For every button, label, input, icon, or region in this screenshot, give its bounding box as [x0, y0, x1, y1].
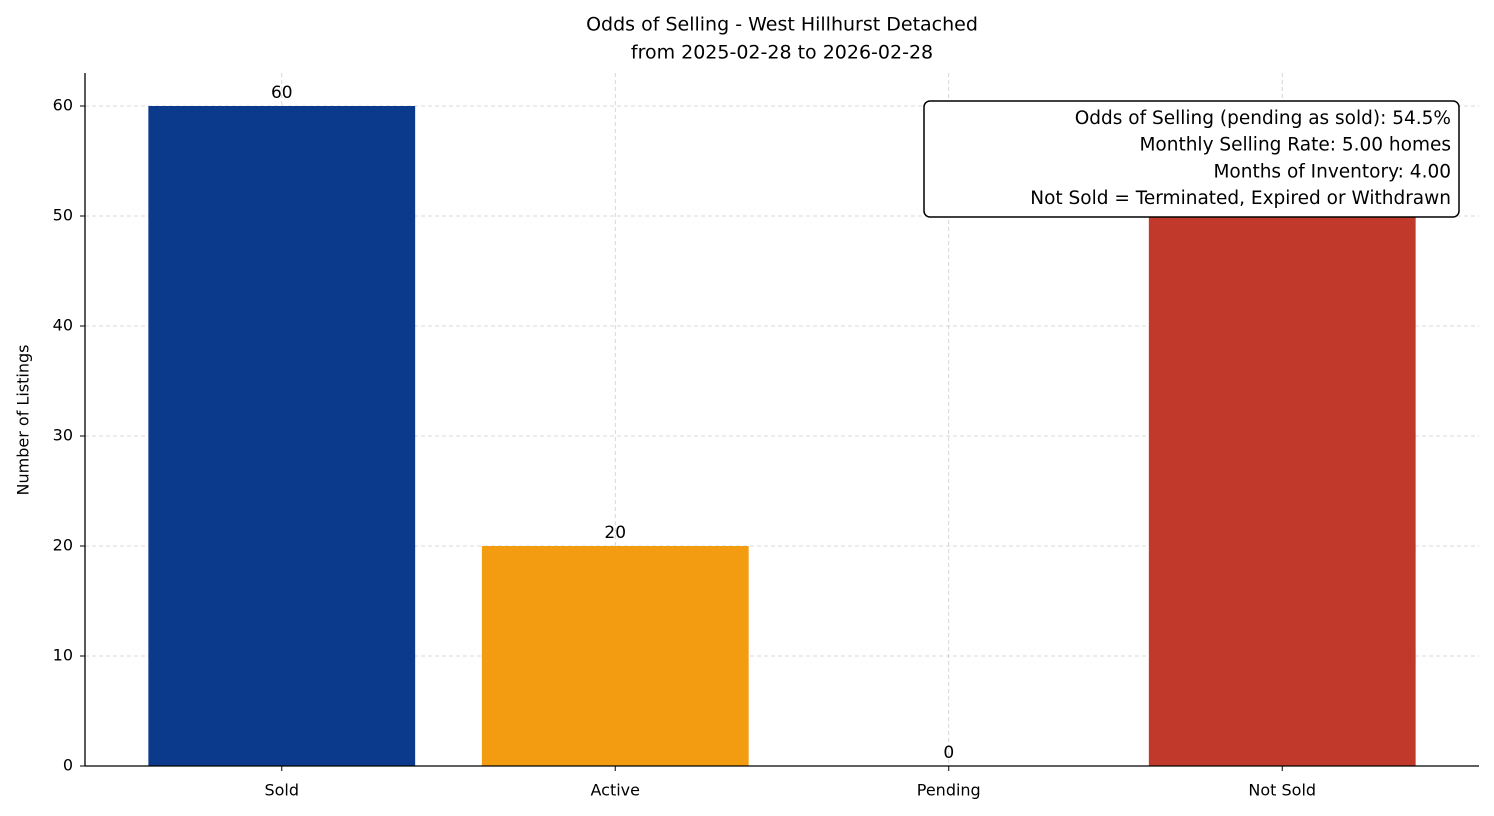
value-label: 0 [943, 743, 954, 763]
x-tick-label: Pending [917, 781, 981, 800]
y-tick-label: 0 [63, 756, 73, 775]
bar [481, 546, 749, 766]
x-tick-label: Active [591, 781, 641, 800]
bar [148, 106, 416, 766]
y-tick-label: 20 [53, 536, 73, 555]
y-tick-label: 30 [53, 426, 73, 445]
value-label: 60 [271, 83, 293, 103]
annotation-line: Not Sold = Terminated, Expired or Withdr… [1030, 188, 1451, 209]
bar [1148, 216, 1416, 766]
bars [148, 106, 1416, 766]
annotation-line: Months of Inventory: 4.00 [1213, 161, 1451, 182]
annotation-line: Monthly Selling Rate: 5.00 homes [1139, 135, 1451, 156]
x-tick-label: Sold [264, 781, 299, 800]
value-label: 20 [604, 523, 626, 543]
y-axis-label: Number of Listings [14, 345, 33, 496]
y-tick-label: 50 [53, 206, 73, 225]
chart-subtitle: from 2025-02-28 to 2026-02-28 [631, 42, 933, 64]
x-tick-label: Not Sold [1248, 781, 1316, 800]
annotation-box [923, 100, 1460, 218]
y-tick-label: 40 [53, 316, 73, 335]
chart-title: Odds of Selling - West Hillhurst Detache… [586, 14, 978, 36]
y-tick-label: 60 [53, 96, 73, 115]
annotation-line: Odds of Selling (pending as sold): 54.5% [1075, 108, 1451, 129]
y-tick-label: 10 [53, 646, 73, 665]
